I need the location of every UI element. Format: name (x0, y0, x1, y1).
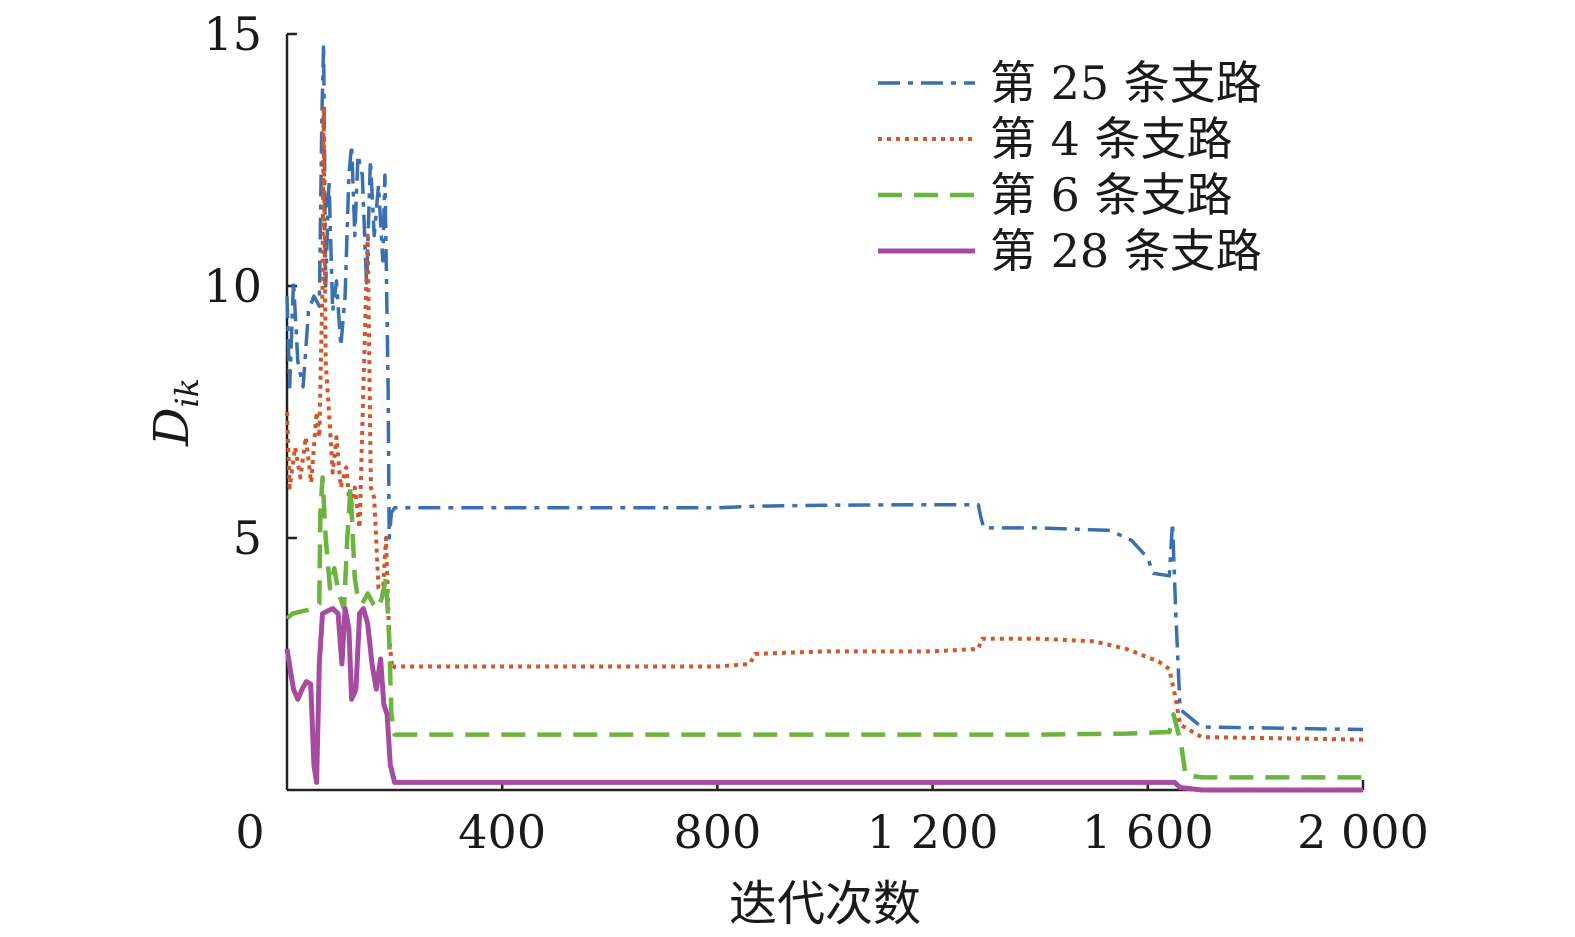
x-tick-label: 1 600 (1082, 805, 1214, 859)
y-ticks: 5 10 15 (203, 7, 297, 565)
y-axis-title-sub: ik (168, 378, 206, 408)
y-tick-label: 10 (203, 259, 262, 313)
x-tick-label: 800 (673, 805, 761, 859)
y-tick-label: 15 (203, 7, 262, 61)
x-tick-label: 400 (458, 805, 546, 859)
x-tick-label: 2 000 (1297, 805, 1429, 859)
x-ticks: 0 400 800 1 200 1 600 2 000 (235, 780, 1429, 859)
series-line-1 (285, 42, 1364, 732)
x-tick-label: 0 (235, 805, 264, 859)
y-axis-title: Dik (144, 378, 206, 447)
series-line-2 (285, 107, 1364, 742)
svg-text:Dik: Dik (144, 378, 206, 447)
y-axis-title-main: D (144, 408, 200, 447)
legend-label: 第 25 条支路 (990, 56, 1262, 110)
legend-label: 第 6 条支路 (990, 168, 1233, 222)
series-line-3 (285, 475, 1363, 780)
x-axis-title: 迭代次数 (729, 876, 921, 932)
series-line-4 (284, 606, 1363, 793)
x-tick-label: 1 200 (867, 805, 999, 859)
legend-label: 第 28 条支路 (990, 224, 1262, 278)
y-tick-label: 5 (233, 511, 262, 565)
series-layer (284, 42, 1364, 793)
legend-label: 第 4 条支路 (990, 112, 1233, 166)
